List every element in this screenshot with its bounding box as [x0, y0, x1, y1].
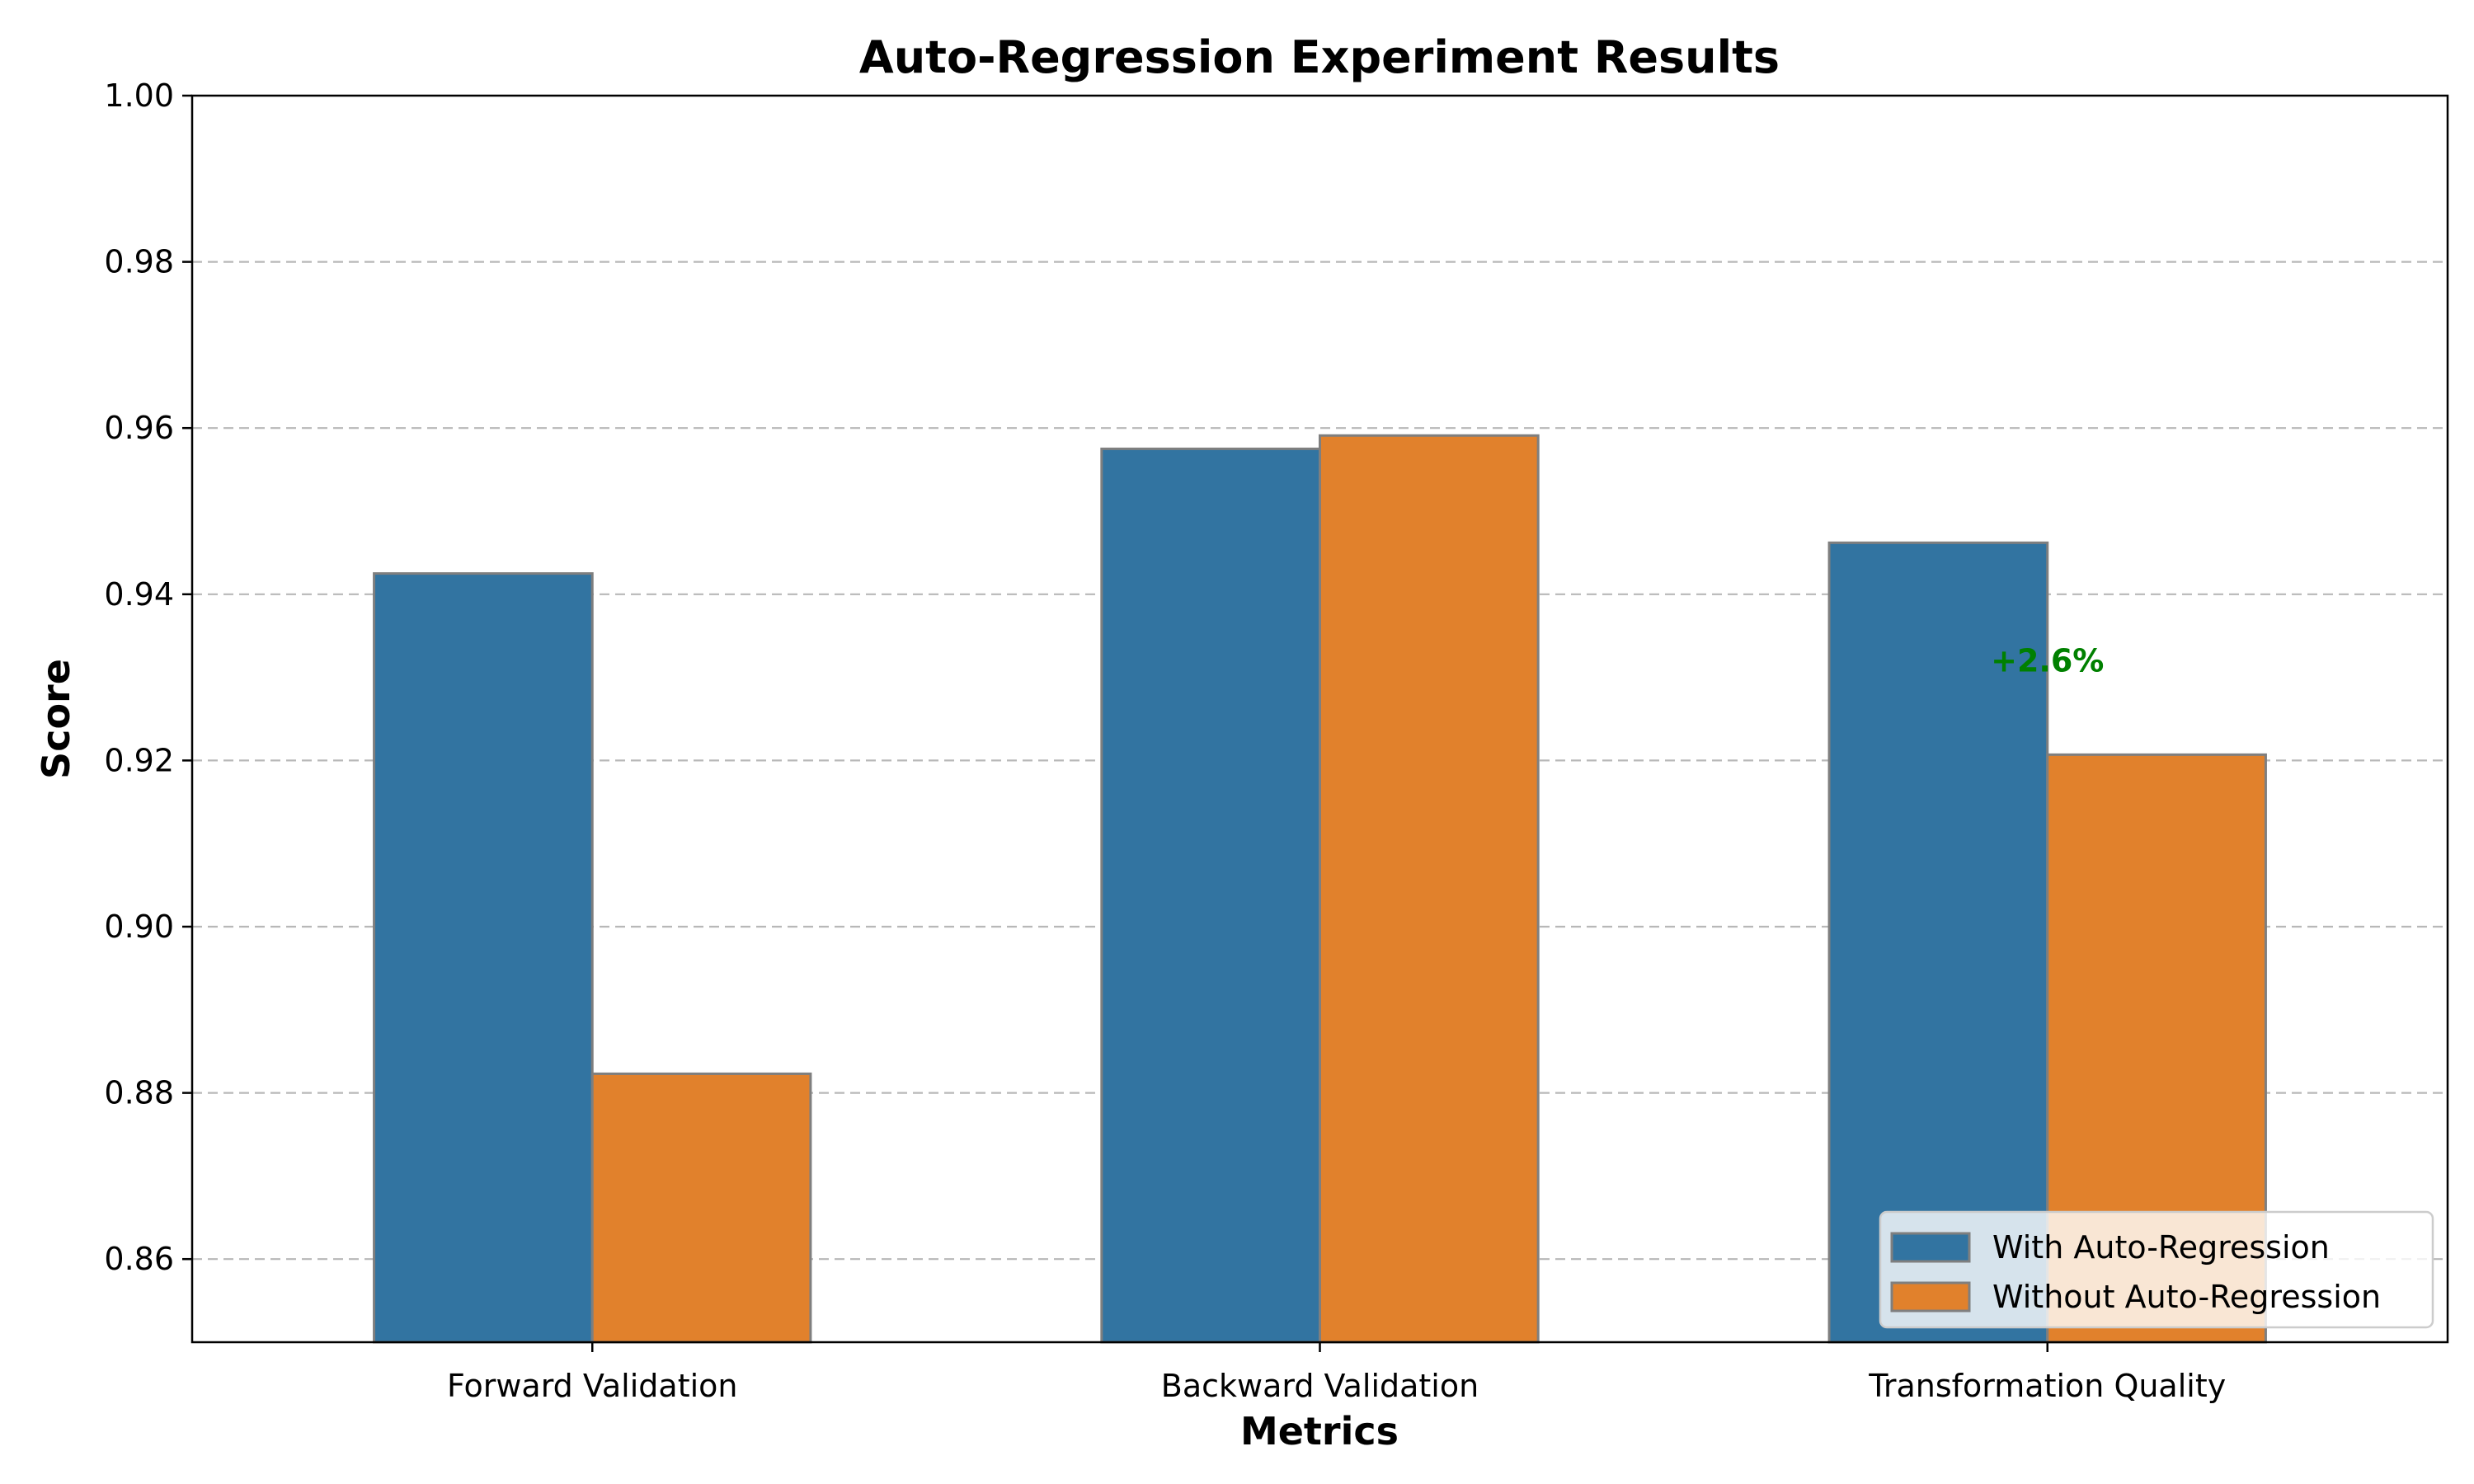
y-axis-ticks: 0.86 0.88 0.90 0.92 0.94 0.96 0.98 1.00: [104, 77, 192, 1277]
annotations: +2.6%: [1991, 642, 2104, 679]
bar-with-1: [1100, 447, 1322, 1344]
y-tick-label: 0.96: [104, 410, 174, 446]
x-tick-label: Backward Validation: [1161, 1368, 1479, 1404]
bar-without-1: [1319, 434, 1540, 1344]
legend-box: [1879, 1210, 2434, 1329]
bars: [373, 434, 2267, 1344]
y-axis-label: Score: [34, 659, 78, 779]
legend-label: Without Auto-Regression: [1992, 1279, 2381, 1315]
legend-swatch: [1890, 1281, 1971, 1313]
legend: With Auto-Regression Without Auto-Regress…: [1879, 1210, 2434, 1329]
y-tick-label: 0.86: [104, 1241, 174, 1277]
legend-swatch: [1890, 1232, 1971, 1263]
difference-annotation: +2.6%: [1991, 642, 2104, 679]
y-tick-label: 0.90: [104, 909, 174, 945]
x-tick-label: Forward Validation: [447, 1368, 738, 1404]
x-tick-label: Transformation Quality: [1868, 1368, 2226, 1404]
y-tick-label: 1.00: [104, 77, 174, 114]
chart-title: Auto-Regression Experiment Results: [859, 31, 1780, 83]
y-tick-label: 0.92: [104, 742, 174, 778]
y-tick-label: 0.94: [104, 576, 174, 613]
bar-with-2: [1827, 541, 2049, 1344]
x-axis-label: Metrics: [1240, 1409, 1399, 1453]
bar-with-0: [373, 572, 594, 1344]
x-axis-ticks: Forward Validation Backward Validation Tra…: [447, 1342, 2226, 1404]
legend-label: With Auto-Regression: [1992, 1229, 2330, 1266]
y-tick-label: 0.88: [104, 1075, 174, 1111]
y-tick-label: 0.98: [104, 244, 174, 280]
bar-without-0: [590, 1072, 812, 1344]
